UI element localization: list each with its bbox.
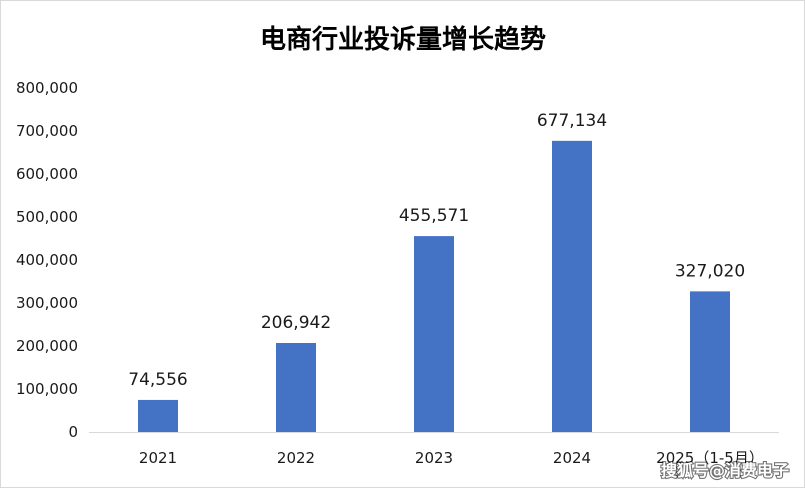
y-tick-label: 100,000 — [16, 380, 78, 398]
x-category-label: 2021 — [139, 449, 177, 467]
bar — [690, 291, 730, 432]
x-axis-category-labels: 2021 2022 2023 2024 2025（1-5月） — [139, 449, 764, 467]
chart-title: 电商行业投诉量增长趋势 — [260, 24, 546, 55]
watermark-text: 搜狐号@消费电子 — [661, 461, 789, 480]
bar — [414, 236, 454, 432]
data-labels-group: 74,556 206,942 455,571 677,134 327,020 — [128, 111, 745, 390]
y-tick-label: 700,000 — [16, 122, 78, 140]
x-category-label: 2024 — [553, 449, 591, 467]
data-label: 455,571 — [399, 206, 469, 226]
y-tick-label: 300,000 — [16, 294, 78, 312]
bar — [138, 399, 178, 432]
y-tick-label: 600,000 — [16, 165, 78, 183]
x-category-label: 2022 — [277, 449, 315, 467]
y-axis-tick-labels: 0 100,000 200,000 300,000 400,000 500,000 600,… — [16, 79, 78, 441]
bar — [276, 343, 316, 432]
x-category-label: 2025（1-5月） — [656, 449, 764, 467]
y-tick-label: 200,000 — [16, 337, 78, 355]
data-label: 327,020 — [675, 261, 745, 281]
data-label: 677,134 — [537, 111, 607, 131]
bar — [552, 140, 592, 432]
y-tick-label: 0 — [68, 423, 78, 441]
y-tick-label: 500,000 — [16, 208, 78, 226]
data-label: 74,556 — [128, 370, 187, 390]
y-tick-label: 800,000 — [16, 79, 78, 97]
bars-group — [138, 140, 730, 432]
y-tick-label: 400,000 — [16, 251, 78, 269]
x-category-label: 2023 — [415, 449, 453, 467]
data-label: 206,942 — [261, 313, 331, 333]
